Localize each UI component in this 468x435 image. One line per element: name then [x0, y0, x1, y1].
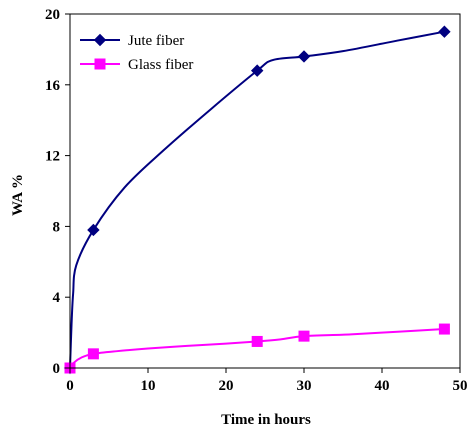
plot-frame [69, 13, 461, 369]
y-tick-label: 16 [45, 78, 61, 94]
x-axis-title: Time in hours [221, 412, 311, 428]
diamond-marker [87, 223, 100, 237]
y-tick-label: 20 [45, 7, 60, 23]
series-jute-fiber [63, 25, 451, 375]
x-tick-label: 40 [375, 378, 390, 394]
axes-layer: 0 10 20 30 40 50 0 4 8 12 16 20 [45, 7, 468, 394]
y-tick-label: 12 [45, 149, 60, 165]
square-marker [87, 348, 99, 360]
series-glass-fiber [64, 323, 450, 374]
legend-item: Jute fiber [80, 33, 184, 49]
series-line [69, 30, 445, 369]
legend: Jute fiber Glass fiber [80, 33, 193, 73]
x-tick-label: 30 [297, 378, 312, 394]
legend-marker [94, 58, 106, 70]
square-marker [251, 335, 263, 347]
diamond-marker [250, 64, 264, 77]
x-tick-label: 50 [453, 378, 468, 394]
series-line [69, 328, 445, 369]
legend-label: Jute fiber [128, 33, 184, 49]
diamond-marker [438, 25, 451, 38]
y-tick-label: 4 [53, 290, 61, 306]
series-layer [63, 25, 451, 375]
y-axis-title: WA % [10, 174, 26, 216]
legend-item: Glass fiber [80, 57, 193, 73]
square-marker [438, 323, 450, 335]
diamond-marker [297, 50, 311, 63]
x-tick-label: 20 [219, 378, 234, 394]
x-tick-label: 10 [141, 378, 156, 394]
y-tick-label: 0 [53, 361, 61, 377]
legend-label: Glass fiber [128, 57, 193, 73]
square-marker [298, 330, 310, 342]
legend-marker [93, 33, 107, 47]
x-tick-label: 0 [66, 378, 74, 394]
y-tick-label: 8 [53, 219, 61, 235]
